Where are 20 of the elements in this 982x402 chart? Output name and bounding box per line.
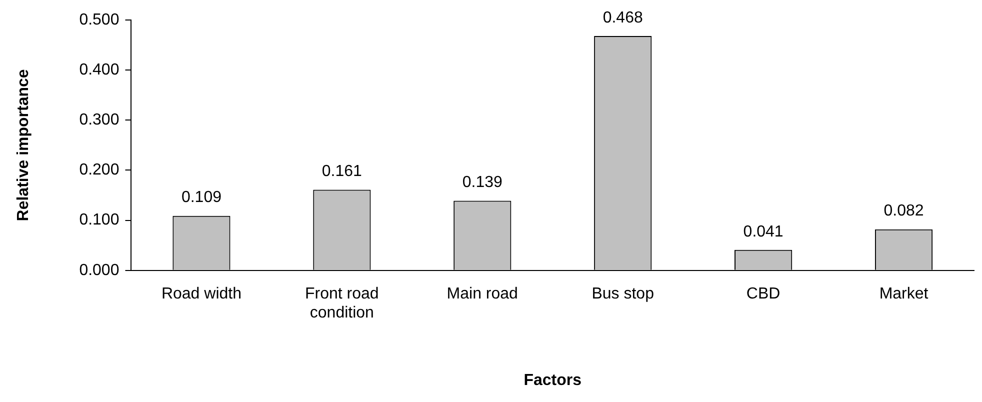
y-tick-label: 0.400	[79, 61, 120, 78]
y-axis-title: Relative importance	[15, 69, 32, 222]
data-label: 0.082	[884, 202, 924, 220]
x-tick-label: Market	[879, 285, 929, 302]
x-tick-label: CBD	[746, 285, 780, 302]
x-tick-label: Bus stop	[592, 285, 654, 302]
y-tick-label: 0.200	[79, 162, 120, 179]
x-axis-title: Factors	[524, 372, 582, 389]
data-label: 0.041	[743, 223, 784, 240]
data-label: 0.468	[602, 9, 643, 26]
y-tick-label: 0.300	[79, 112, 120, 129]
y-tick-label: 0.000	[79, 262, 120, 279]
y-tick-label: 0.100	[79, 212, 120, 229]
y-tick-label: 0.500	[79, 11, 120, 28]
x-tick-label: Front road condition	[305, 285, 379, 322]
x-tick-label: Road width	[161, 285, 242, 302]
data-label: 0.109	[181, 189, 222, 206]
data-label: 0.139	[462, 174, 503, 192]
data-label: 0.161	[322, 163, 362, 180]
x-tick-label: Main road	[446, 285, 518, 302]
